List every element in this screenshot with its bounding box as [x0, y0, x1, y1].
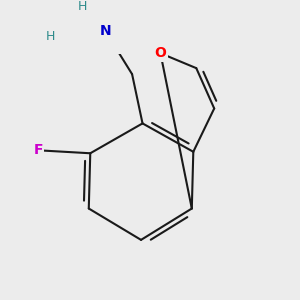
- Text: N: N: [99, 24, 111, 38]
- Text: O: O: [154, 46, 166, 60]
- Text: H: H: [45, 30, 55, 43]
- Text: H: H: [78, 0, 88, 14]
- Text: F: F: [33, 143, 43, 157]
